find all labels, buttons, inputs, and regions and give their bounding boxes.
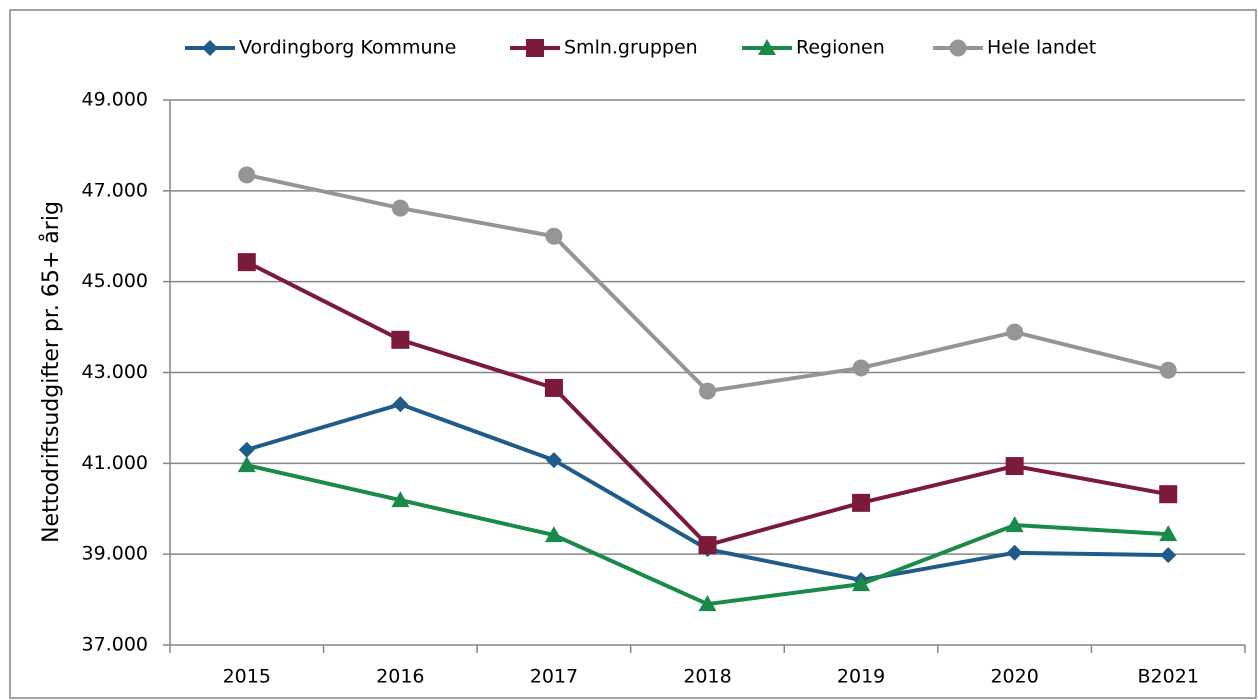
data-point (1006, 323, 1024, 341)
y-tick-label: 39.000 (82, 543, 148, 565)
data-point (1160, 547, 1177, 564)
series-line (246, 172, 1169, 394)
data-point (238, 166, 256, 184)
y-tick-label: 47.000 (82, 179, 148, 201)
legend-label: Smln.gruppen (564, 37, 698, 59)
series-line (245, 260, 1169, 548)
legend-marker (526, 39, 544, 57)
legend-label: Hele landet (987, 37, 1096, 59)
y-tick-label: 37.000 (82, 634, 148, 656)
y-axis-label: Nettodriftsudgifter pr. 65+ årig (38, 201, 64, 543)
data-point (1159, 525, 1178, 542)
data-point (544, 526, 563, 543)
data-point (698, 595, 717, 612)
data-point (852, 493, 871, 512)
data-point (1005, 516, 1024, 533)
legend-marker (202, 40, 218, 56)
x-tick-label: 2018 (683, 666, 731, 688)
data-point (1006, 544, 1023, 561)
y-tick-label: 49.000 (82, 89, 148, 111)
data-point (545, 227, 563, 245)
data-point (1159, 361, 1177, 379)
y-tick-label: 45.000 (82, 270, 148, 292)
data-point (391, 199, 409, 217)
x-tick-label: 2016 (376, 666, 424, 688)
data-point (1159, 485, 1178, 504)
data-point (392, 396, 409, 413)
data-point (237, 253, 256, 272)
x-tick-label: 2017 (530, 666, 578, 688)
data-point (391, 330, 410, 349)
data-point (699, 382, 716, 400)
legend-marker (949, 39, 967, 57)
data-point (238, 441, 255, 458)
data-point (544, 378, 563, 397)
series-line (246, 463, 1169, 607)
data-point (698, 536, 717, 555)
legend-label: Regionen (796, 37, 885, 59)
data-point (391, 491, 410, 508)
x-tick-label: 2019 (837, 666, 885, 688)
data-point (852, 575, 871, 592)
data-point (852, 359, 870, 377)
legend-marker (758, 39, 776, 55)
x-tick-label: 2015 (223, 666, 271, 688)
x-tick-label: 2020 (990, 666, 1038, 688)
legend-label: Vordingborg Kommune (239, 37, 456, 59)
data-point (237, 456, 256, 473)
x-tick-label: B2021 (1138, 666, 1199, 688)
y-tick-label: 41.000 (82, 452, 148, 474)
chart-frame (9, 9, 1257, 699)
y-tick-label: 43.000 (82, 361, 148, 383)
data-point (1005, 457, 1024, 476)
data-point (545, 452, 562, 469)
